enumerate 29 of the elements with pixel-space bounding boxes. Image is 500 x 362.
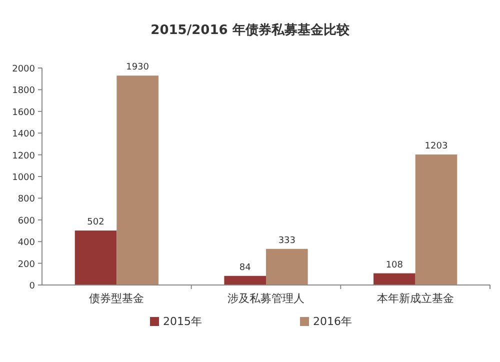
data-label: 333 xyxy=(278,236,296,246)
y-tick-label: 800 xyxy=(18,194,36,205)
bar xyxy=(266,248,308,285)
data-label: 1203 xyxy=(424,141,448,152)
chart-title: 2015/2016 年债券私募基金比较 xyxy=(150,22,350,38)
bar xyxy=(224,276,266,285)
legend-label: 2016年 xyxy=(313,315,352,328)
x-tick-label: 债券型基金 xyxy=(89,292,144,305)
y-tick-label: 1600 xyxy=(12,108,36,118)
y-tick-label: 2000 xyxy=(12,64,36,74)
y-tick-label: 600 xyxy=(18,216,36,226)
y-tick-label: 1800 xyxy=(12,86,36,96)
data-label: 1930 xyxy=(126,62,150,73)
bar xyxy=(415,154,458,285)
bar xyxy=(374,273,416,285)
y-tick-label: 200 xyxy=(18,260,36,270)
y-tick-label: 400 xyxy=(18,238,36,248)
y-tick-label: 0 xyxy=(29,282,36,292)
bar xyxy=(116,76,158,285)
data-label: 502 xyxy=(87,218,104,228)
legend-label: 2015年 xyxy=(163,315,202,328)
data-label: 108 xyxy=(386,260,404,270)
y-tick-label: 1200 xyxy=(12,151,36,162)
x-tick-label: 涉及私募管理人 xyxy=(228,292,304,305)
y-tick-label: 1000 xyxy=(12,173,36,183)
bar xyxy=(74,230,117,285)
data-label: 84 xyxy=(239,262,252,273)
y-tick-label: 1400 xyxy=(12,130,36,140)
x-tick-label: 本年新成立基金 xyxy=(376,292,454,305)
